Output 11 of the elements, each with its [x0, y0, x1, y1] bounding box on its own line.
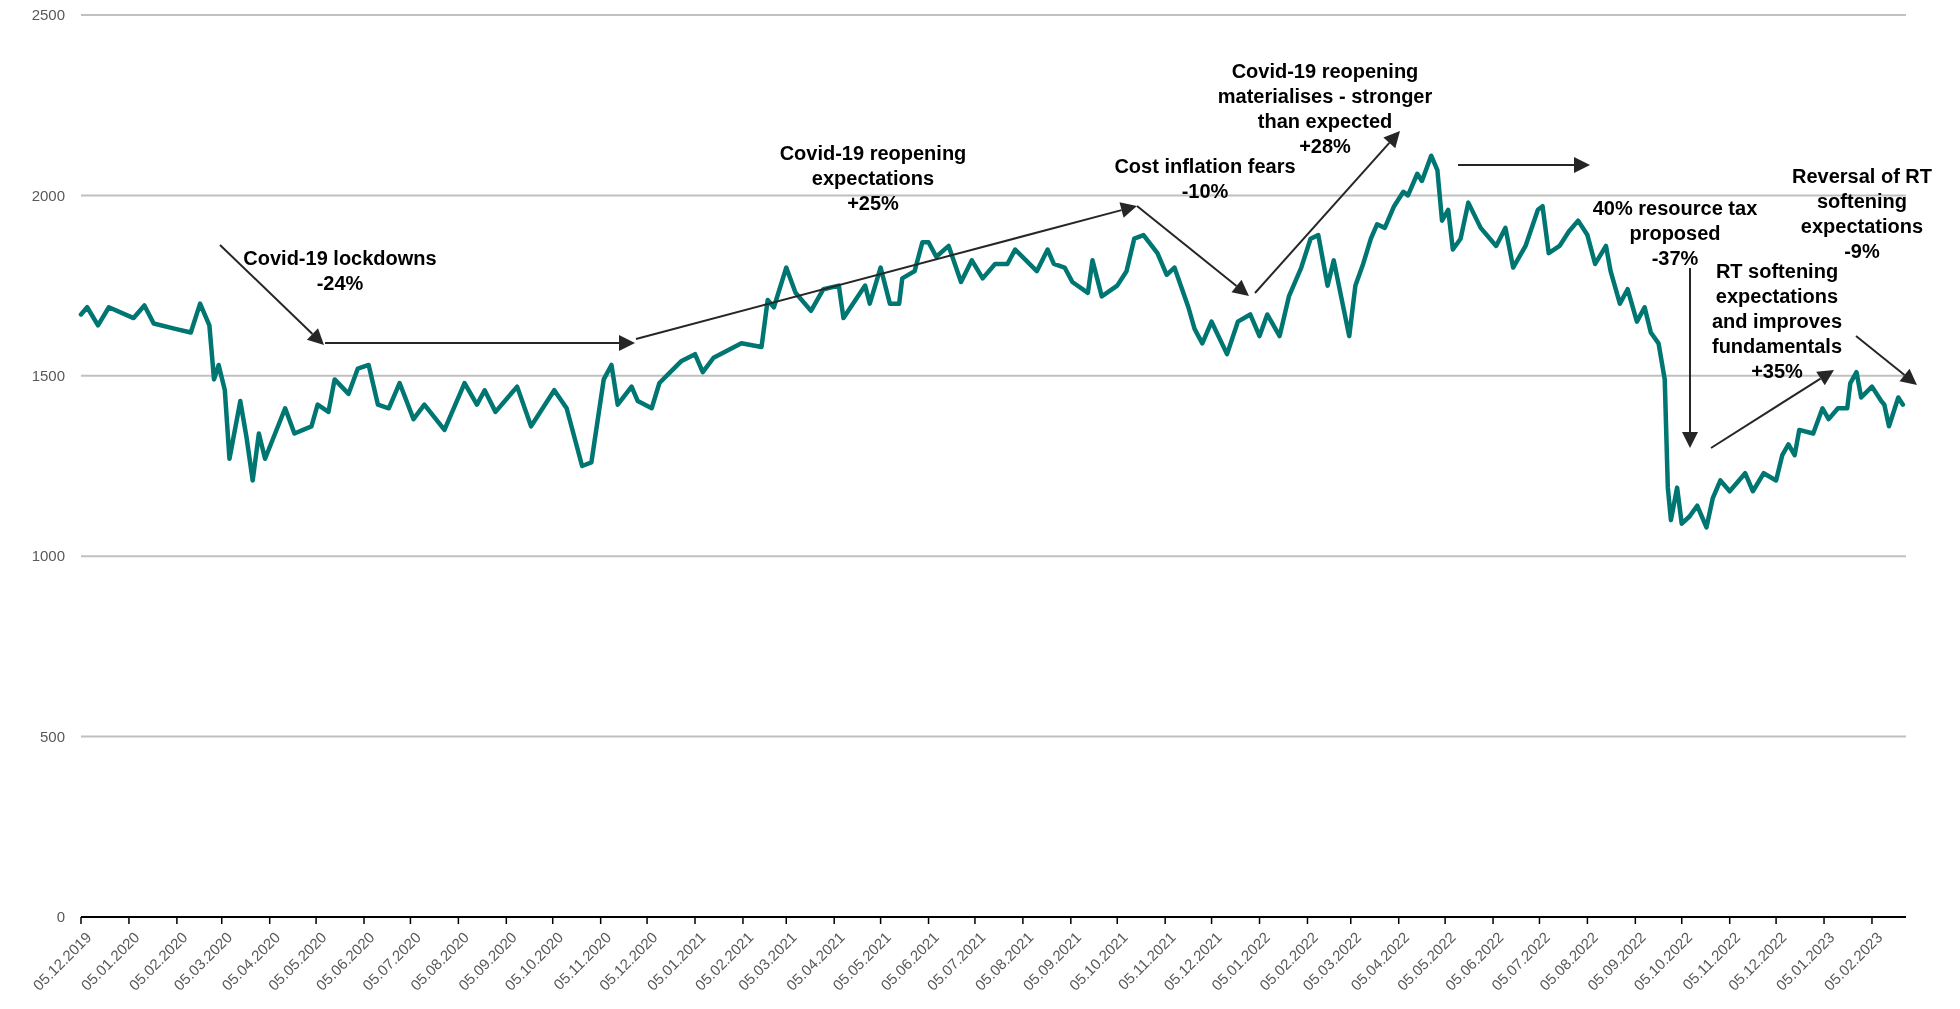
y-tick-label: 500 — [39, 727, 65, 745]
annotation: Covid-19 reopening expectations +25% — [779, 142, 967, 214]
y-tick-label: 1000 — [31, 547, 65, 565]
annotation: Reversal of RT softening expectations -9% — [1791, 165, 1933, 262]
annotation: Cost inflation fears -10% — [1114, 155, 1296, 202]
y-tick-label: 1500 — [31, 367, 65, 385]
y-tick-label: 0 — [56, 908, 65, 926]
y-tick-label: 2000 — [31, 186, 65, 204]
y-tick-label: 2500 — [31, 6, 65, 24]
annotation: Covid-19 lockdowns -24% — [243, 247, 437, 294]
annotation: Covid-19 reopening materialises - stronger than expected +28% — [1217, 60, 1433, 157]
